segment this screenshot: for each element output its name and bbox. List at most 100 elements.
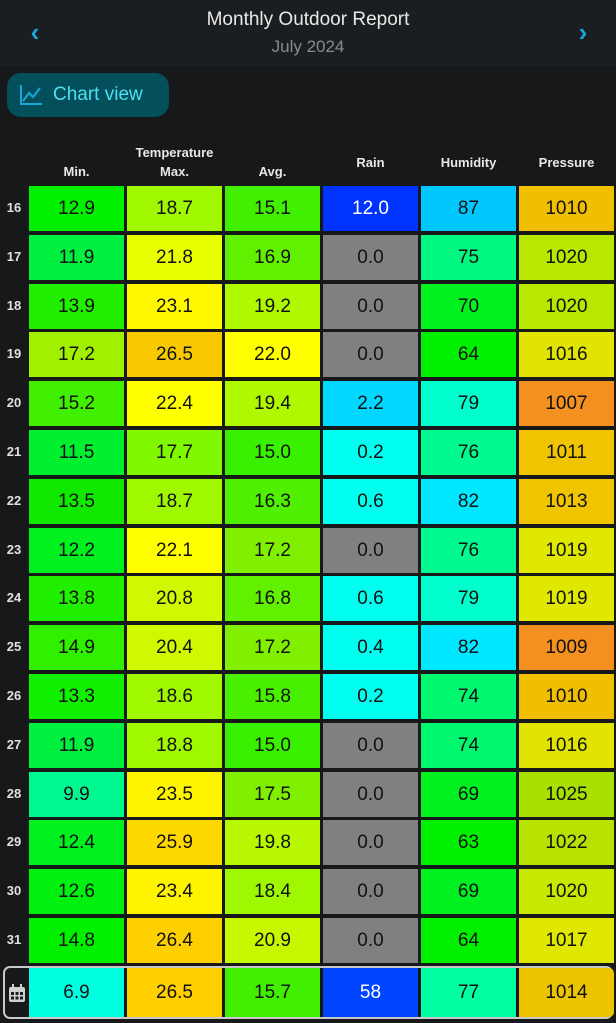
day-label: 18 bbox=[6, 297, 22, 313]
cell-pressure: 1010 bbox=[519, 674, 614, 719]
cell-avg-temp: 16.8 bbox=[225, 576, 320, 622]
cell-pressure: 1019 bbox=[519, 576, 614, 622]
day-label: 17 bbox=[6, 248, 22, 264]
column-group-temperature: Temperature bbox=[135, 145, 214, 160]
summary-avg-temp: 15.7 bbox=[225, 968, 320, 1017]
chart-view-button[interactable]: Chart view bbox=[7, 73, 169, 117]
day-label: 29 bbox=[6, 834, 22, 850]
summary-pressure: 1014 bbox=[519, 968, 614, 1017]
cell-min-temp: 12.2 bbox=[29, 527, 124, 573]
cell-humidity: 79 bbox=[421, 381, 516, 427]
day-label: 21 bbox=[6, 444, 22, 459]
cell-pressure: 1020 bbox=[519, 283, 614, 329]
summary-max-temp: 26.5 bbox=[127, 968, 222, 1017]
cell-max-temp: 25.9 bbox=[127, 820, 222, 866]
cell-pressure: 1016 bbox=[519, 722, 614, 768]
cell-max-temp: 18.7 bbox=[127, 186, 222, 231]
cell-humidity: 75 bbox=[421, 234, 516, 280]
cell-max-temp: 18.7 bbox=[127, 478, 222, 524]
header: ‹ Monthly Outdoor Report July 2024 › bbox=[0, 0, 616, 66]
cell-pressure: 1019 bbox=[519, 527, 614, 573]
cell-min-temp: 13.5 bbox=[29, 478, 124, 524]
cell-humidity: 64 bbox=[421, 918, 516, 963]
column-header-rain: Rain bbox=[356, 155, 385, 170]
cell-avg-temp: 15.0 bbox=[225, 430, 320, 475]
cell-rain: 0.0 bbox=[323, 283, 418, 329]
summary-rain: 58 bbox=[323, 968, 418, 1017]
cell-pressure: 1025 bbox=[519, 771, 614, 817]
day-label: 23 bbox=[6, 541, 22, 557]
day-label: 16 bbox=[6, 200, 22, 215]
cell-rain: 0.0 bbox=[323, 918, 418, 963]
cell-rain: 0.2 bbox=[323, 674, 418, 719]
cell-max-temp: 23.5 bbox=[127, 771, 222, 817]
day-label: 31 bbox=[6, 932, 22, 947]
cell-rain: 12.0 bbox=[323, 186, 418, 231]
cell-min-temp: 12.4 bbox=[29, 820, 124, 866]
cell-avg-temp: 19.8 bbox=[225, 820, 320, 866]
cell-max-temp: 23.1 bbox=[127, 283, 222, 329]
cell-avg-temp: 15.1 bbox=[225, 186, 320, 231]
cell-avg-temp: 16.3 bbox=[225, 478, 320, 524]
chart-view-label: Chart view bbox=[53, 84, 143, 105]
cell-pressure: 1011 bbox=[519, 430, 614, 475]
cell-rain: 0.0 bbox=[323, 722, 418, 768]
cell-rain: 0.0 bbox=[323, 771, 418, 817]
cell-min-temp: 12.6 bbox=[29, 869, 124, 915]
cell-humidity: 63 bbox=[421, 820, 516, 866]
cell-max-temp: 20.8 bbox=[127, 576, 222, 622]
cell-max-temp: 22.4 bbox=[127, 381, 222, 427]
chevron-left-icon[interactable]: ‹ bbox=[30, 17, 40, 47]
cell-avg-temp: 19.4 bbox=[225, 381, 320, 427]
day-label: 27 bbox=[6, 736, 22, 752]
cell-humidity: 64 bbox=[421, 332, 516, 378]
line-chart-icon bbox=[20, 85, 42, 105]
cell-avg-temp: 16.9 bbox=[225, 234, 320, 280]
cell-rain: 0.0 bbox=[323, 234, 418, 280]
cell-humidity: 76 bbox=[421, 430, 516, 475]
cell-min-temp: 11.9 bbox=[29, 722, 124, 768]
cell-min-temp: 13.3 bbox=[29, 674, 124, 719]
day-label: 22 bbox=[6, 492, 22, 508]
cell-rain: 0.4 bbox=[323, 625, 418, 671]
cell-max-temp: 17.7 bbox=[127, 430, 222, 475]
cell-pressure: 1020 bbox=[519, 869, 614, 915]
cell-avg-temp: 17.2 bbox=[225, 625, 320, 671]
column-header-pressure: Pressure bbox=[538, 155, 595, 170]
cell-pressure: 1016 bbox=[519, 332, 614, 378]
day-label: 25 bbox=[6, 639, 22, 655]
column-header-humidity: Humidity bbox=[440, 155, 497, 170]
cell-avg-temp: 22.0 bbox=[225, 332, 320, 378]
day-label: 30 bbox=[6, 883, 22, 899]
cell-min-temp: 14.8 bbox=[29, 918, 124, 963]
day-label: 28 bbox=[6, 785, 22, 801]
cell-rain: 0.6 bbox=[323, 576, 418, 622]
cell-avg-temp: 20.9 bbox=[225, 918, 320, 963]
cell-avg-temp: 19.2 bbox=[225, 283, 320, 329]
cell-rain: 0.0 bbox=[323, 869, 418, 915]
cell-humidity: 76 bbox=[421, 527, 516, 573]
column-header-max: Max. bbox=[160, 164, 189, 179]
cell-humidity: 69 bbox=[421, 771, 516, 817]
summary-min-temp: 6.9 bbox=[29, 968, 124, 1017]
cell-max-temp: 26.5 bbox=[127, 332, 222, 378]
cell-min-temp: 9.9 bbox=[29, 771, 124, 817]
cell-rain: 0.2 bbox=[323, 430, 418, 475]
cell-rain: 0.0 bbox=[323, 527, 418, 573]
column-header-min: Min. bbox=[63, 164, 90, 179]
day-label: 20 bbox=[6, 395, 22, 411]
cell-rain: 0.0 bbox=[323, 820, 418, 866]
day-label: 24 bbox=[6, 590, 22, 606]
calendar-icon bbox=[9, 984, 25, 1002]
cell-avg-temp: 15.0 bbox=[225, 722, 320, 768]
cell-max-temp: 20.4 bbox=[127, 625, 222, 671]
cell-rain: 0.6 bbox=[323, 478, 418, 524]
cell-avg-temp: 18.4 bbox=[225, 869, 320, 915]
chevron-right-icon[interactable]: › bbox=[578, 17, 588, 47]
cell-rain: 2.2 bbox=[323, 381, 418, 427]
cell-min-temp: 12.9 bbox=[29, 186, 124, 231]
cell-min-temp: 17.2 bbox=[29, 332, 124, 378]
cell-pressure: 1013 bbox=[519, 478, 614, 524]
cell-avg-temp: 17.5 bbox=[225, 771, 320, 817]
cell-pressure: 1022 bbox=[519, 820, 614, 866]
